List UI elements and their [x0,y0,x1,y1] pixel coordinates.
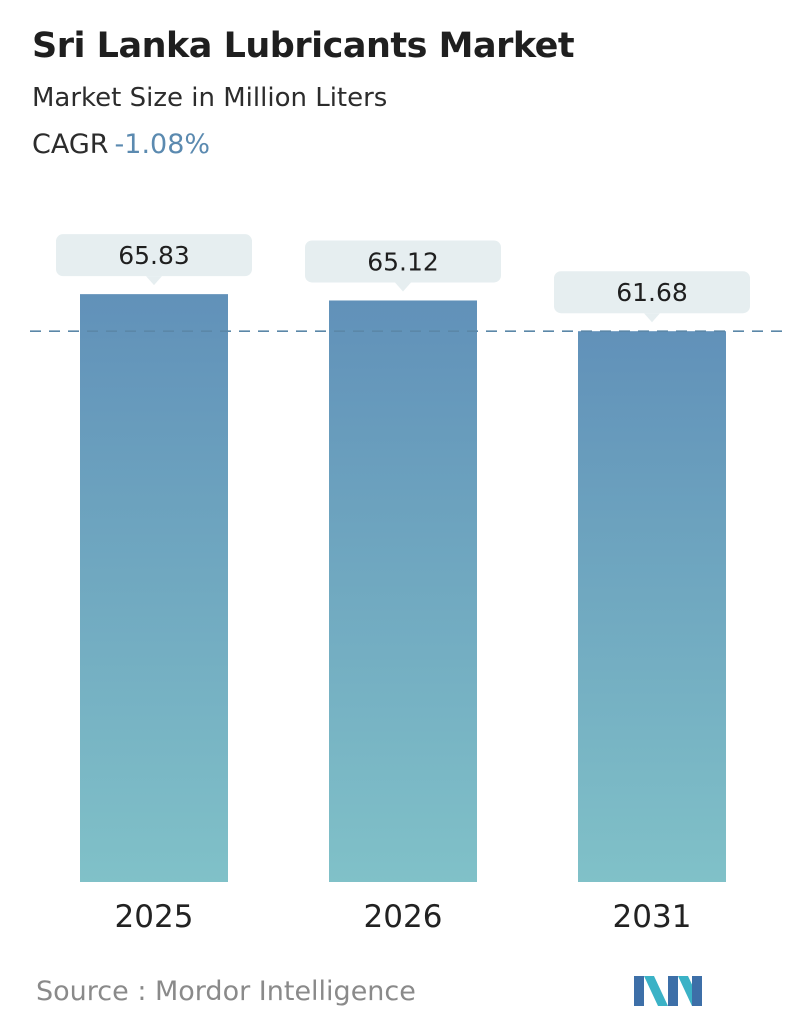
bar-chart: 65.83 65.12 61.68 2025 2026 2031 [30,234,782,935]
cagr-value: -1.08% [114,129,211,160]
value-label-2026: 65.12 [305,240,501,292]
value-labels-layer: 65.83 65.12 61.68 [56,234,750,323]
value-label-2025: 65.83 [56,234,252,286]
mordor-intelligence-logo-icon [634,976,702,1006]
x-tick-label-2026: 2026 [364,899,443,935]
value-label-text: 65.12 [367,247,439,276]
bar-2031 [578,331,726,882]
bar-2026 [329,300,477,882]
chart-header: Sri Lanka Lubricants Market Market Size … [32,22,575,164]
chart-title: Sri Lanka Lubricants Market [32,26,575,66]
cagr-row: CAGR -1.08% [32,126,574,164]
bar-2025 [80,294,228,883]
value-label-text: 61.68 [616,278,688,307]
x-tick-label-2025: 2025 [115,899,194,935]
bars-layer [80,294,726,883]
value-label-2031: 61.68 [554,271,750,323]
x-axis-tick-labels: 2025 2026 2031 [115,899,692,935]
cagr-label: CAGR [32,129,109,160]
chart-subtitle: Market Size in Million Liters [32,83,388,113]
value-label-text: 65.83 [118,241,190,270]
x-tick-label-2031: 2031 [613,899,692,935]
source-footer: Source : Mordor Intelligence [36,976,416,1007]
